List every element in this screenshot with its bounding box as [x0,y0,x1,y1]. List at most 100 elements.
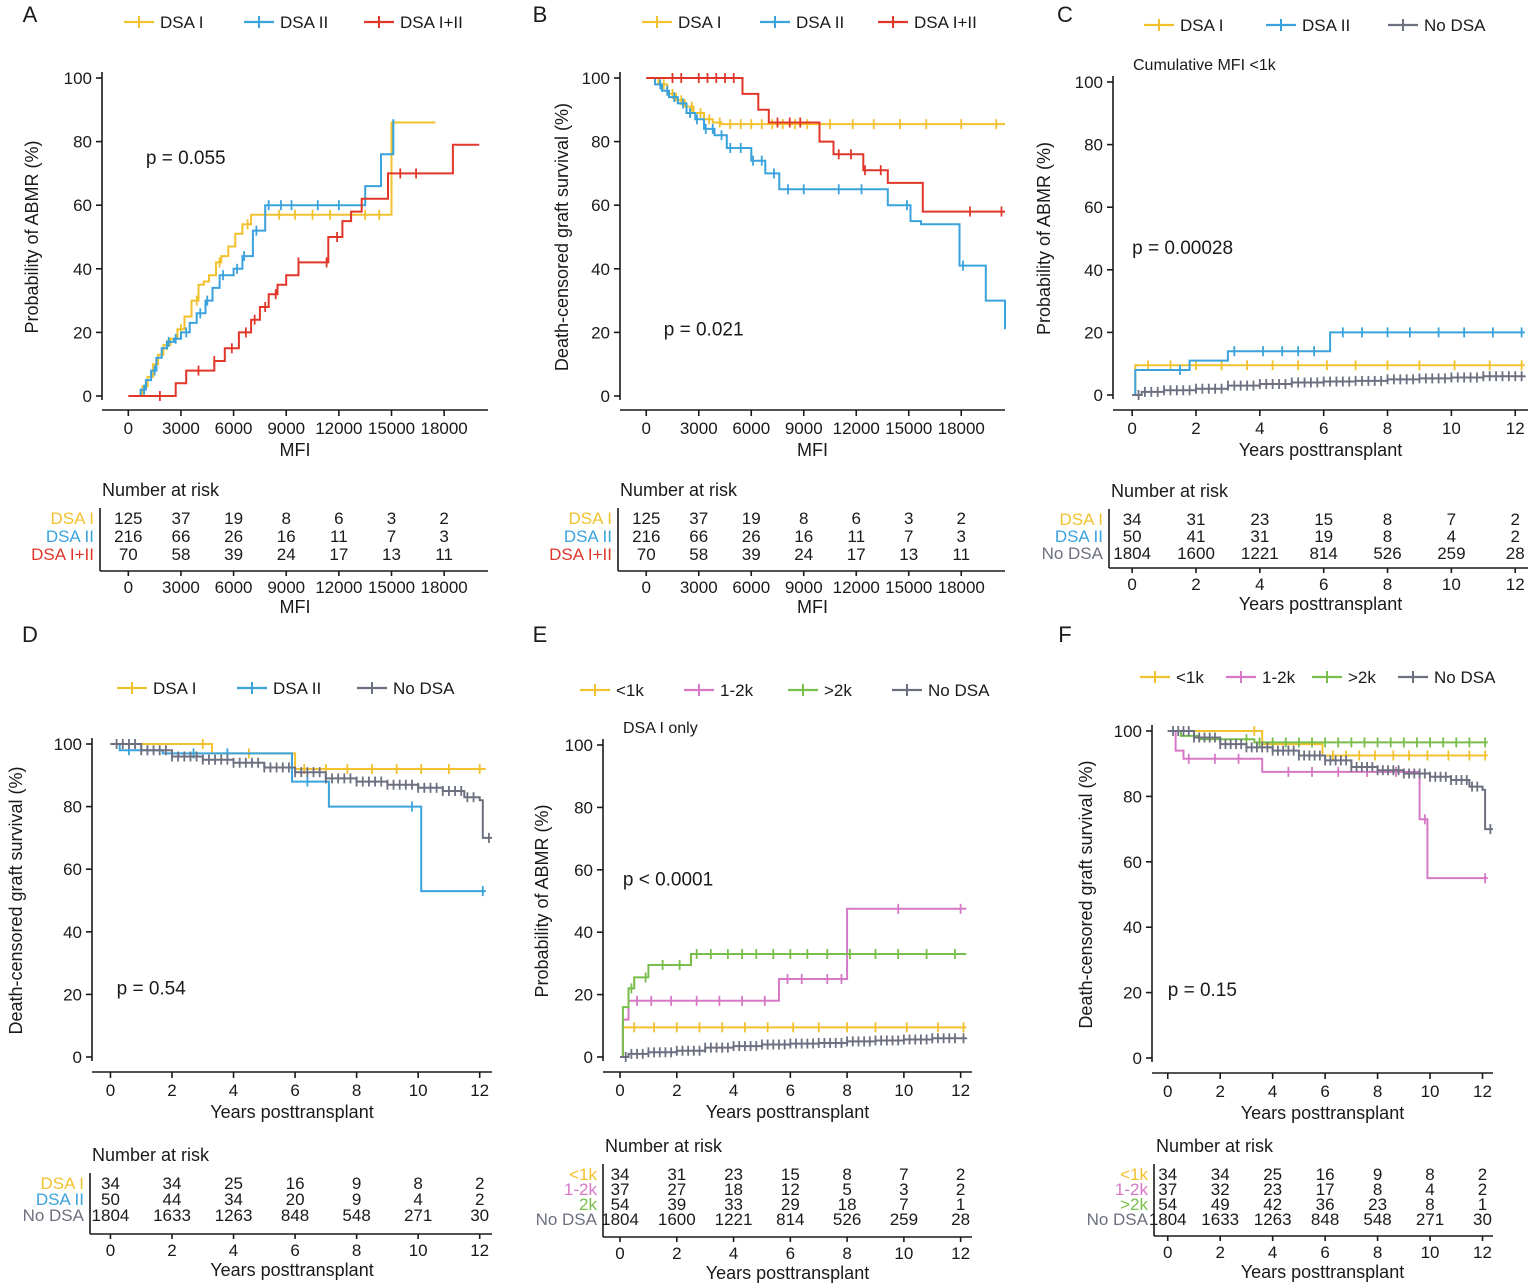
risk-count: 19 [742,509,761,528]
legend: DSA I DSA II DSA I+II [124,13,463,32]
risk-x-tick-label: 12000 [833,578,880,597]
risk-count: 3 [899,1180,908,1199]
risk-row-label: 1-2k [564,1180,598,1199]
risk-table-title: Number at risk [92,1145,210,1165]
risk-x-tick-label: 8 [352,1241,361,1260]
risk-x-tick-label: 10 [894,1244,913,1263]
x-tick-label: 18000 [420,419,467,438]
risk-count: 1804 [1149,1210,1187,1229]
series-dsa-ii [1132,327,1525,396]
y-tick-label: 100 [565,736,593,755]
y-axis-title: Probability of ABMR (%) [22,140,42,333]
risk-x-tick-label: 6 [786,1244,795,1263]
risk-count: 17 [1316,1180,1335,1199]
risk-count: 1633 [1201,1210,1239,1229]
risk-count: 18 [838,1195,857,1214]
risk-count: 50 [101,1190,120,1209]
risk-count: 3 [439,527,448,546]
risk-count: 34 [1123,510,1142,529]
risk-count: 2 [475,1190,484,1209]
x-tick-label: 2 [1191,419,1200,438]
risk-count: 11 [847,527,865,546]
x-axis-title: Years posttransplant [706,1102,869,1122]
y-tick-label: 0 [1094,386,1103,405]
km-curve-no-dsa [110,743,492,839]
series-1-2k [620,903,967,1058]
risk-x-tick-label: 15000 [885,578,932,597]
risk-x-tick-label: 2 [167,1241,176,1260]
risk-x-tick-label: 8 [1373,1243,1382,1262]
x-tick-label: 9000 [785,419,823,438]
risk-x-tick-label: 6 [1319,575,1328,594]
risk-row-label: <1k [1120,1165,1148,1184]
risk-count: 32 [1211,1180,1230,1199]
risk-x-axis-title: MFI [280,597,311,617]
panel-letter: A [23,2,38,27]
risk-count: 25 [1263,1165,1282,1184]
legend-label: DSA II [1302,16,1350,35]
km-curve-dsa-ii [110,743,486,893]
km-curve-dsa-i [646,77,1005,126]
y-tick-label: 20 [1123,984,1142,1003]
risk-count: 49 [1211,1195,1230,1214]
legend-item-1-2k: 1-2k [684,681,754,700]
x-tick-label: 0 [642,419,651,438]
risk-count: 37 [171,509,190,528]
risk-count: 15 [1314,510,1333,529]
risk-count: 25 [224,1174,243,1193]
x-axis-title: MFI [280,440,311,460]
y-tick-label: 20 [73,323,92,342]
legend-item-dsa-i: DSA I [1144,16,1223,35]
panel-letter: C [1057,2,1073,27]
risk-table-title: Number at risk [620,480,738,500]
risk-count: 26 [224,527,243,546]
series-dsa-i [646,77,1005,130]
risk-count: 11 [435,545,453,564]
risk-x-tick-label: 0 [124,578,133,597]
y-tick-label: 80 [591,133,610,152]
risk-count: 5 [842,1180,851,1199]
series-dsa-ii [110,743,486,897]
y-tick-label: 40 [73,260,92,279]
axes: 0 20 40 60 80 100 0 2 4 6 8 10 12 Years posttransplan… [6,735,492,1122]
x-tick-label: 8 [352,1081,361,1100]
risk-count: 11 [330,527,348,546]
x-tick-label: 4 [229,1081,238,1100]
risk-count: 259 [890,1210,918,1229]
risk-count: 848 [281,1206,309,1225]
y-tick-label: 60 [591,196,610,215]
risk-count: 50 [1123,527,1142,546]
risk-count: 548 [342,1206,370,1225]
x-tick-label: 6000 [215,419,253,438]
x-tick-label: 0 [106,1081,115,1100]
x-tick-label: 12 [470,1081,489,1100]
panel-letter: D [22,622,38,647]
risk-count: 271 [404,1206,432,1225]
y-tick-label: 100 [54,735,82,754]
risk-x-tick-label: 8 [1383,575,1392,594]
risk-row-label: 2k [579,1195,597,1214]
risk-count: 526 [833,1210,861,1229]
axes: 0 20 40 60 80 100 0 2 4 6 8 10 12 Years posttransplan… [1034,73,1528,460]
x-tick-label: 6 [1319,419,1328,438]
y-tick-label: 60 [1123,853,1142,872]
risk-x-axis-title: MFI [797,597,828,617]
km-curve-dsa-i-ii [128,143,480,397]
x-tick-label: 18000 [938,419,985,438]
risk-count: 1263 [1254,1210,1292,1229]
risk-count: 2 [439,509,448,528]
risk-x-tick-label: 6000 [732,578,770,597]
legend-label: DSA I+II [914,13,977,32]
risk-x-tick-label: 4 [1255,575,1264,594]
y-tick-label: 80 [574,798,593,817]
risk-x-tick-label: 10 [1421,1243,1440,1262]
risk-count: 3 [904,509,913,528]
legend: DSA I DSA II DSA I+II [642,13,977,32]
risk-row-label: DSA I [41,1174,84,1193]
y-tick-label: 40 [574,923,593,942]
legend-label: DSA II [280,13,328,32]
risk-table: Number at risk<1k 34 31 23 15 8 7 21-2k 37 27 18 12… [536,1136,972,1283]
risk-x-tick-label: 10 [409,1241,428,1260]
